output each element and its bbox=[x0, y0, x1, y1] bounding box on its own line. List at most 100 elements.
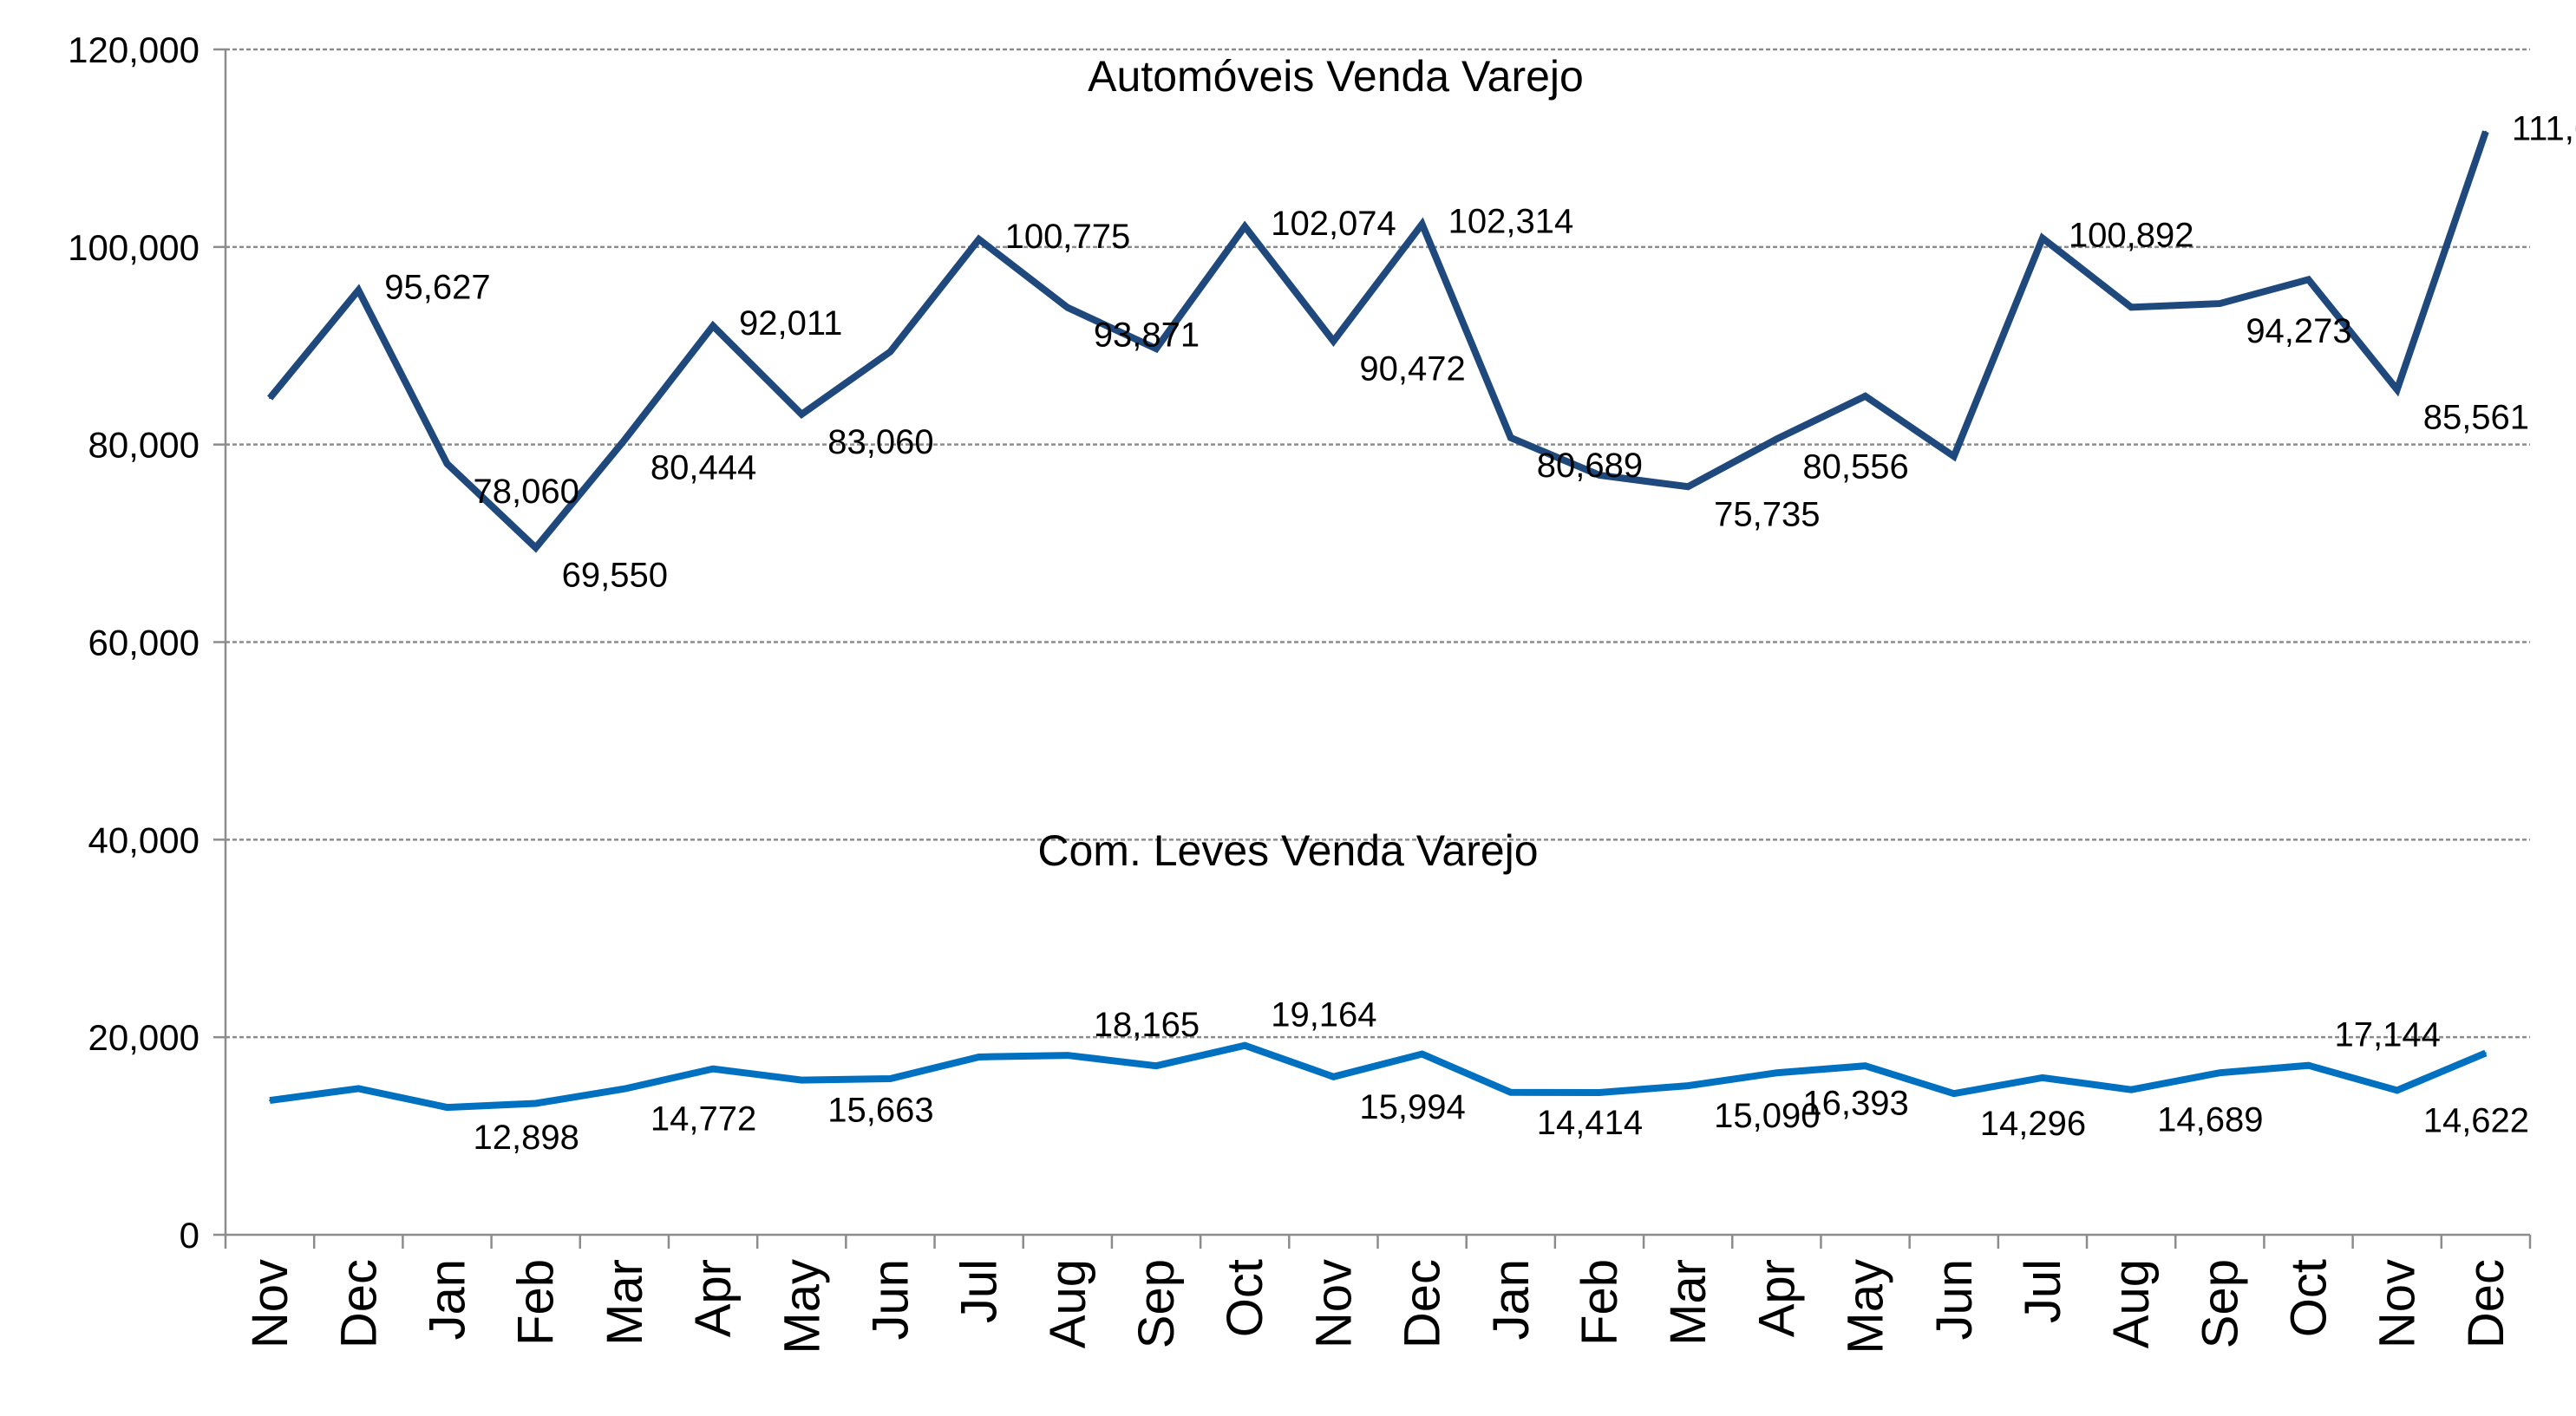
data-point bbox=[357, 1087, 360, 1090]
data-label: 75,735 bbox=[1714, 495, 1820, 533]
series-line-com-leves bbox=[269, 1041, 2488, 1112]
data-point bbox=[1332, 1075, 1335, 1078]
data-label: 14,622 bbox=[2423, 1101, 2529, 1139]
x-tick-label: May bbox=[1838, 1259, 1894, 1354]
data-label: 111,688 bbox=[2512, 110, 2576, 148]
data-point bbox=[1421, 1053, 1423, 1055]
x-tick-label: Oct bbox=[1217, 1259, 1273, 1337]
y-tick-label: 40,000 bbox=[88, 819, 199, 860]
x-tick-label: Jun bbox=[1926, 1259, 1983, 1341]
data-point bbox=[801, 1079, 803, 1081]
x-tick-label: Dec bbox=[1395, 1259, 1451, 1348]
data-point bbox=[357, 289, 360, 291]
data-label: 80,444 bbox=[651, 449, 756, 487]
y-tick-label: 60,000 bbox=[88, 623, 199, 663]
data-point bbox=[1421, 223, 1423, 225]
data-point bbox=[1244, 225, 1246, 228]
x-tick-label: Sep bbox=[2192, 1259, 2248, 1348]
data-point bbox=[2130, 306, 2133, 309]
x-tick-label: Apr bbox=[1749, 1259, 1805, 1337]
data-point bbox=[1244, 1044, 1246, 1047]
data-point bbox=[1952, 455, 1955, 458]
data-point bbox=[2041, 237, 2043, 239]
y-tick-label: 20,000 bbox=[88, 1017, 199, 1058]
x-tick-label: Nov bbox=[242, 1259, 298, 1348]
data-label: 69,550 bbox=[562, 557, 668, 595]
data-label: 90,472 bbox=[1359, 349, 1465, 388]
data-point bbox=[889, 350, 892, 353]
data-point bbox=[1332, 340, 1335, 343]
data-label: 18,165 bbox=[1094, 1006, 1200, 1044]
data-point bbox=[712, 324, 715, 327]
data-point bbox=[1509, 436, 1512, 439]
data-point bbox=[1864, 1065, 1867, 1067]
data-label: 78,060 bbox=[473, 473, 579, 511]
data-point bbox=[534, 546, 537, 549]
gridlines bbox=[226, 48, 2530, 1039]
data-label: 95,627 bbox=[384, 269, 490, 307]
data-point bbox=[1775, 438, 1778, 440]
data-label: 14,414 bbox=[1537, 1104, 1643, 1142]
data-point bbox=[2307, 1064, 2310, 1067]
data-label: 15,663 bbox=[827, 1092, 933, 1130]
data-labels: 95,627 78,060 69,550 80,444 92,011 83,060 100,… bbox=[384, 110, 2576, 1157]
x-tick-label: Apr bbox=[685, 1259, 742, 1337]
data-point bbox=[1155, 348, 1158, 350]
x-tick-label: May bbox=[774, 1259, 830, 1354]
data-point bbox=[446, 462, 448, 465]
data-point bbox=[1687, 486, 1690, 488]
x-tick-label: Mar bbox=[597, 1259, 653, 1346]
data-point bbox=[1155, 1065, 1158, 1067]
data-point bbox=[269, 397, 271, 400]
y-tick-label: 80,000 bbox=[88, 425, 199, 466]
y-axis: 0 20,000 40,000 60,000 80,000 100,000 120,000 bbox=[68, 29, 227, 1256]
x-tick-label: Feb bbox=[508, 1259, 565, 1346]
data-point bbox=[534, 1102, 537, 1105]
x-tick-label: Jun bbox=[862, 1259, 919, 1341]
data-label: 14,772 bbox=[651, 1100, 756, 1139]
data-point bbox=[1864, 395, 1867, 397]
y-tick-label: 120,000 bbox=[68, 29, 199, 70]
x-tick-label: Jul bbox=[2015, 1259, 2071, 1323]
data-label: 15,090 bbox=[1714, 1097, 1820, 1135]
data-point bbox=[1775, 1072, 1778, 1074]
data-label: 85,561 bbox=[2423, 398, 2529, 436]
data-label: 102,074 bbox=[1271, 205, 1396, 243]
data-point bbox=[1598, 473, 1600, 476]
x-tick-label: Dec bbox=[2458, 1259, 2514, 1348]
data-label: 100,892 bbox=[2069, 217, 2194, 255]
data-point bbox=[977, 1055, 980, 1058]
data-point bbox=[2396, 1089, 2398, 1092]
data-label: 19,164 bbox=[1271, 996, 1376, 1034]
x-tick-label: Mar bbox=[1660, 1259, 1716, 1346]
data-point bbox=[2041, 1076, 2043, 1079]
data-label: 102,314 bbox=[1448, 202, 1574, 240]
series-title-automoveis: Automóveis Venda Varejo bbox=[1088, 52, 1584, 101]
data-point bbox=[801, 413, 803, 415]
data-point bbox=[2219, 303, 2221, 305]
data-point bbox=[1598, 1091, 1600, 1093]
data-point bbox=[1687, 1085, 1690, 1087]
data-label: 17,144 bbox=[2335, 1016, 2441, 1054]
data-point bbox=[623, 1087, 625, 1090]
y-tick-label: 100,000 bbox=[68, 227, 199, 268]
x-tick-label: Oct bbox=[2281, 1259, 2337, 1337]
series-line-automoveis bbox=[267, 130, 2489, 553]
x-tick-label: Nov bbox=[1305, 1259, 1362, 1348]
data-label: 14,296 bbox=[1980, 1105, 2086, 1143]
x-tick-label: Dec bbox=[330, 1259, 387, 1348]
x-tick-label: Feb bbox=[1572, 1259, 1628, 1346]
data-label: 83,060 bbox=[827, 423, 933, 461]
x-tick-label: Aug bbox=[1040, 1259, 1096, 1348]
data-point bbox=[1066, 306, 1069, 309]
x-axis: Nov Dec Jan Feb Mar Apr May Jun Jul Aug Sep Oct Nov D… bbox=[224, 1233, 2532, 1354]
data-point bbox=[446, 1106, 448, 1109]
data-label: 100,775 bbox=[1005, 218, 1131, 256]
data-point bbox=[2484, 1052, 2487, 1054]
data-label: 12,898 bbox=[473, 1119, 579, 1157]
data-point bbox=[269, 1100, 271, 1102]
y-tick-label: 0 bbox=[180, 1215, 199, 1256]
data-label: 94,273 bbox=[2246, 312, 2351, 350]
data-point bbox=[712, 1067, 715, 1070]
